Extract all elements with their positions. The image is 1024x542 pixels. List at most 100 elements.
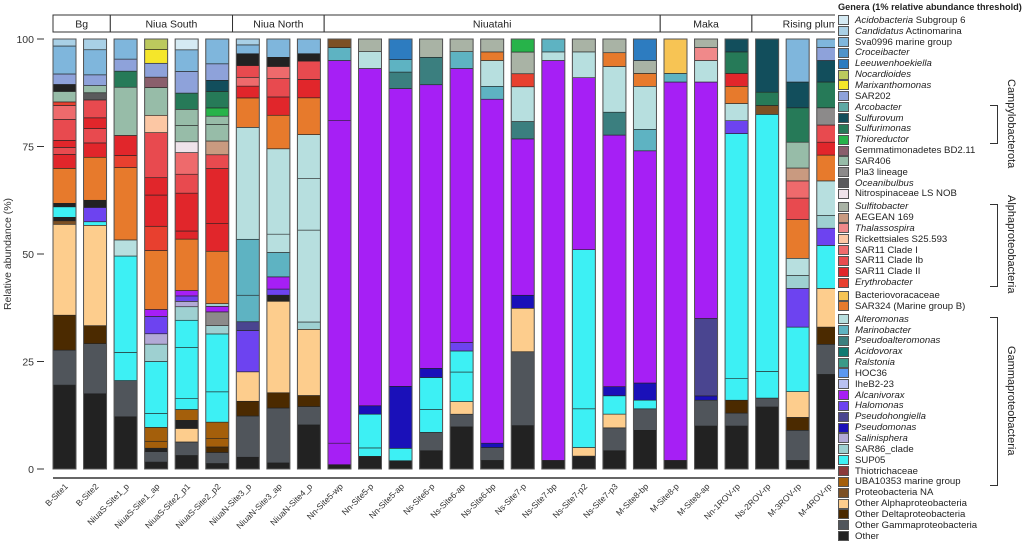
bar-segment: [358, 405, 382, 415]
bar-NiuaS-Site1_ap: [144, 38, 169, 470]
bar-segment: [113, 239, 138, 257]
bar-segment: [174, 230, 199, 240]
bar-segment: [480, 51, 505, 61]
bar-segment: [174, 398, 199, 410]
bar-segment: [205, 38, 230, 65]
legend-item: Marixanthomonas: [838, 80, 1024, 91]
bar-segment: [205, 107, 230, 117]
bar-segment: [327, 120, 352, 444]
legend-item: Nocardioides: [838, 69, 1024, 80]
bar-segment: [83, 207, 107, 223]
bar-outline: [144, 38, 169, 470]
bar-segment: [174, 49, 199, 72]
bar-segment: [572, 455, 596, 470]
bar-segment: [52, 45, 77, 75]
bar-segment: [205, 91, 230, 109]
legend-swatch: [838, 134, 849, 145]
bar-segment: [144, 225, 168, 251]
legend-label: Sva0996 marine group: [855, 36, 953, 48]
bar-segment: [358, 413, 382, 449]
bar-segment: [602, 386, 627, 397]
legend-item: Marinobacter: [838, 325, 1024, 336]
bar-segment: [816, 215, 835, 229]
legend-item: SAR86_clade: [838, 444, 1024, 455]
legend-label: Oceanibulbus: [855, 177, 914, 189]
legend-swatch: [838, 26, 849, 37]
bar-segment: [266, 38, 291, 58]
bar-segment: [174, 306, 199, 321]
x-tick-label: M-4ROV-rp: [796, 481, 834, 519]
y-tick-label: 75: [22, 142, 34, 154]
legend-item: Candidatus Actinomarina: [838, 26, 1024, 37]
bar-segment: [602, 111, 627, 136]
bar-segment: [52, 140, 77, 148]
bar-segment: [572, 447, 596, 457]
bar-Ns-Site6-bp: [480, 38, 505, 470]
legend-label: Candidatus Actinomarina: [855, 25, 962, 37]
bar-segment: [297, 38, 321, 55]
legend-item: SUP05: [838, 455, 1024, 466]
bar-segment: [510, 121, 535, 140]
bar-segment: [816, 81, 835, 109]
bar-segment: [174, 319, 199, 348]
legend: Genera (1% relative abundance threshold)…: [838, 2, 1024, 542]
y-axis-label: Relative abundance (%): [2, 198, 14, 310]
bar-M-Site8-ap: [694, 38, 719, 470]
bar-segment: [83, 92, 107, 101]
bar-segment: [236, 53, 260, 66]
bar-segment: [266, 392, 291, 409]
bar-segment: [510, 425, 535, 470]
bar-segment: [205, 446, 230, 453]
site-group-label: Niua South: [145, 19, 197, 31]
bar-segment: [572, 38, 596, 53]
bar-Ns-Site6-p: [419, 38, 444, 470]
bar-segment: [785, 257, 810, 276]
bar-segment: [205, 463, 230, 470]
legend-swatch: [838, 178, 849, 189]
legend-item: SAR11 Clade I: [838, 245, 1024, 256]
y-axis: 0 25 50 75 100 Relative abundance (%): [2, 34, 44, 476]
legend-item: Ralstonia: [838, 357, 1024, 368]
bar-segment: [83, 99, 107, 119]
legend-label: Other Alphaproteobacteria: [855, 498, 968, 510]
bar-segment: [816, 180, 835, 216]
bar-segment: [785, 460, 810, 470]
legend-item: Other Deltaproteobacteria: [838, 509, 1024, 520]
bar-segment: [297, 79, 321, 99]
bar-segment: [52, 147, 77, 155]
bar-NiuaS-Site1_p: [113, 38, 138, 470]
site-group-header: Bg Niua South Niua North Niuatahi Maka Rising…: [52, 14, 835, 33]
legend-swatch: [838, 390, 849, 401]
legend-swatch: [838, 113, 849, 124]
bar-segment: [327, 38, 352, 48]
legend-swatch: [838, 368, 849, 379]
legend-item: SAR11 Clade Ib: [838, 255, 1024, 266]
bar-segment: [236, 371, 260, 402]
bar-segment: [694, 38, 718, 48]
bar-segment: [144, 132, 168, 179]
bar-segment: [358, 38, 382, 52]
legend-swatch: [838, 156, 849, 167]
bar-segment: [205, 311, 230, 326]
bar-outline: [174, 38, 199, 470]
bar-segment: [816, 47, 835, 61]
legend-label: Bacteriovoracaceae: [855, 290, 940, 302]
legend-label: UBA10353 marine group: [855, 476, 961, 488]
bar-segment: [449, 350, 474, 373]
legend-item: Sulfurimonas: [838, 123, 1024, 134]
bar-segment: [113, 352, 138, 381]
bar-segment: [785, 219, 810, 259]
legend-label: Thalassospira: [855, 222, 915, 234]
bar-segment: [572, 51, 596, 79]
bar-segment: [174, 290, 199, 297]
bar-segment: [785, 429, 810, 461]
legend-label: Ralstonia: [855, 357, 895, 369]
legend-label: Pseudohongiella: [855, 411, 926, 423]
bar-segment: [694, 81, 718, 319]
legend-label: Acidovorax: [855, 346, 903, 358]
site-group-box: [751, 14, 835, 33]
bar-segment: [113, 58, 138, 72]
bar-segment: [388, 448, 413, 462]
bar-NiuaS-Site2_p1: [174, 38, 199, 470]
bar-segment: [358, 456, 382, 470]
